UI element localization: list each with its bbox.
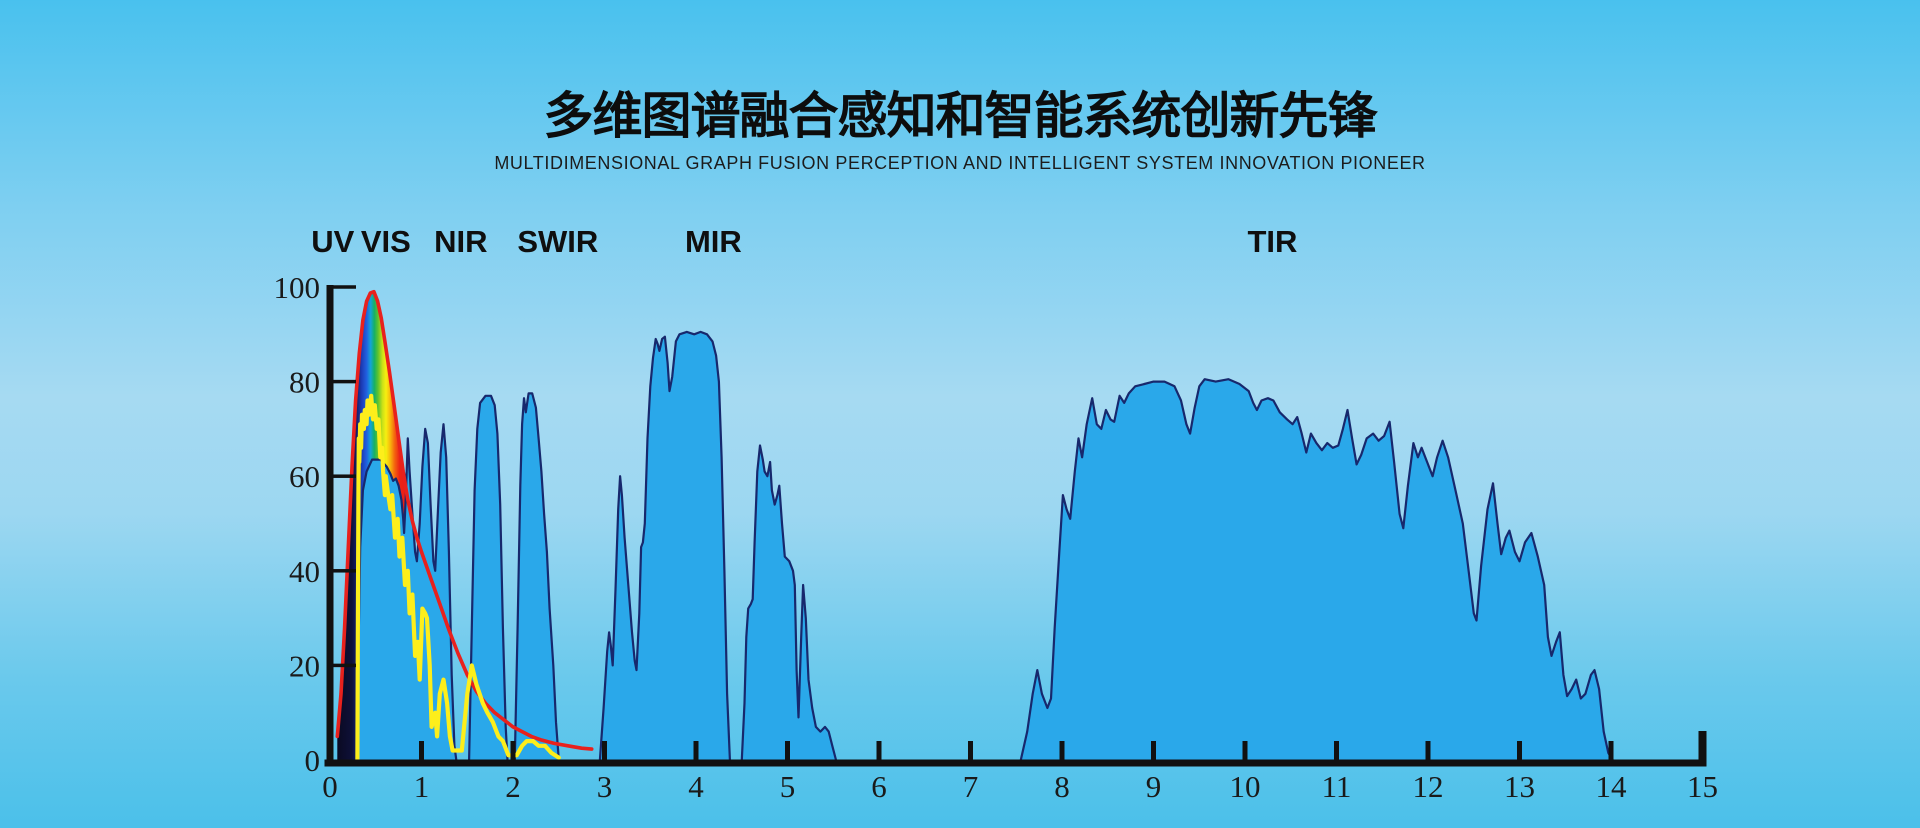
x-tick [968, 741, 973, 760]
page-subtitle: MULTIDIMENSIONAL GRAPH FUSION PERCEPTION… [494, 153, 1426, 173]
y-tick-label: 80 [289, 365, 320, 400]
x-tick [602, 741, 607, 760]
window-tir-8-14um-outline [1019, 378, 1614, 761]
x-tick-label: 4 [688, 769, 704, 804]
y-tick-label: 40 [289, 554, 320, 589]
window-swir-2.0-2.5um-outline [513, 392, 560, 761]
x-tick-label: 3 [597, 769, 613, 804]
x-tick [693, 741, 699, 760]
band-label-swir: SWIR [517, 224, 598, 259]
x-tick-label: 14 [1596, 769, 1628, 804]
y-axis [326, 285, 334, 767]
window-mir-4.5-5.5um-outline [740, 444, 838, 761]
x-tick [1517, 741, 1522, 760]
window-vis-nir-0.3-1.35um-outline [355, 423, 458, 761]
y-tick [333, 285, 356, 289]
y-tick-label: 100 [274, 270, 321, 305]
x-axis [324, 759, 1707, 767]
x-tick-label: 10 [1230, 769, 1261, 804]
band-label-mir: MIR [685, 224, 742, 259]
window-mir-3.0-4.3um-outline [598, 330, 731, 761]
band-label-uv: UV [311, 224, 354, 259]
x-axis-end-cap [1698, 731, 1707, 763]
x-tick [1151, 741, 1156, 760]
y-tick [333, 569, 356, 573]
window-mir-4.5-5.5um [741, 445, 836, 762]
x-tick-label: 15 [1687, 769, 1718, 804]
band-label-nir: NIR [434, 224, 487, 259]
window-swir-2.0-2.5um [514, 393, 559, 762]
x-tick [510, 741, 516, 760]
x-tick [876, 741, 882, 760]
y-tick [333, 379, 356, 384]
window-swir-1.5-1.9um [469, 395, 508, 762]
x-tick [1425, 741, 1431, 760]
x-tick [1059, 741, 1065, 760]
y-tick [333, 663, 356, 668]
x-tick-label: 9 [1146, 769, 1162, 804]
page-title: 多维图谱融合感知和智能系统创新先锋 [543, 88, 1378, 144]
x-tick-label: 2 [505, 769, 521, 804]
y-tick-label: 60 [289, 459, 320, 494]
window-swir-1.5-1.9um-outline [468, 394, 509, 761]
x-tick-label: 1 [414, 769, 430, 804]
window-tir-8-14um [1020, 379, 1613, 762]
solar-spectrum-curve [355, 393, 561, 763]
band-label-vis: VIS [361, 224, 411, 259]
x-tick-label: 12 [1413, 769, 1444, 804]
band-label-tir: TIR [1247, 224, 1297, 259]
x-tick-label: 13 [1504, 769, 1535, 804]
x-tick [1242, 741, 1248, 760]
x-tick-label: 6 [871, 769, 887, 804]
window-mir-3.0-4.3um [599, 331, 730, 762]
x-tick-label: 0 [322, 769, 338, 804]
y-tick-label: 0 [305, 743, 321, 778]
x-tick [785, 741, 790, 760]
x-tick [1608, 741, 1614, 760]
x-tick-label: 5 [780, 769, 796, 804]
x-tick-label: 8 [1054, 769, 1070, 804]
y-tick-label: 20 [289, 648, 320, 683]
y-tick [333, 474, 356, 478]
blackbody-curve [335, 289, 594, 751]
x-tick [419, 741, 424, 760]
x-tick [1334, 741, 1339, 760]
x-tick-label: 11 [1322, 769, 1352, 804]
x-tick-label: 7 [963, 769, 979, 804]
